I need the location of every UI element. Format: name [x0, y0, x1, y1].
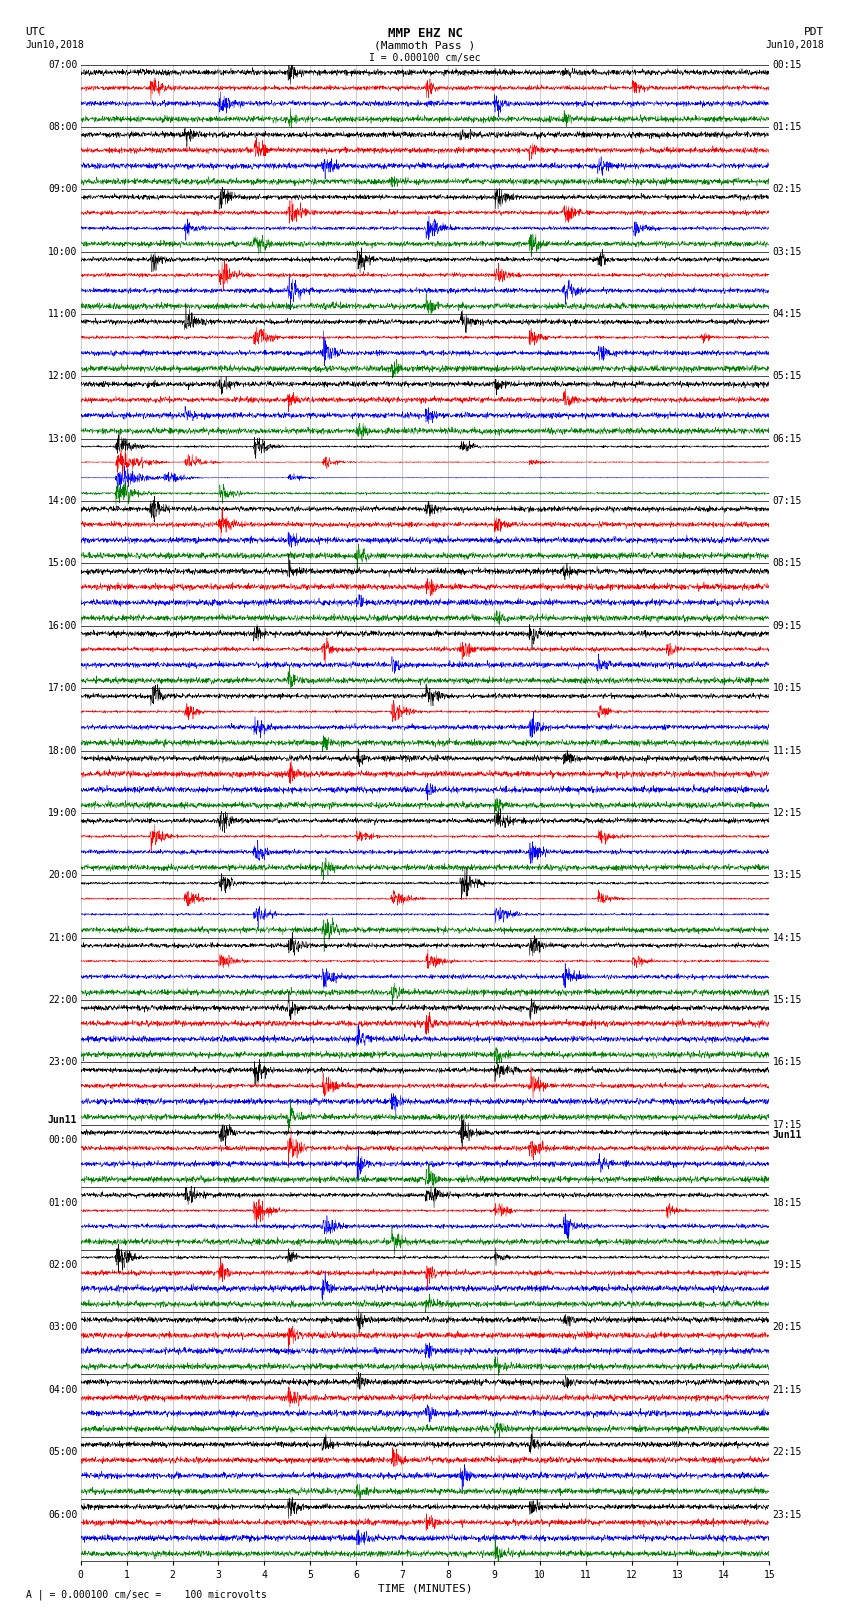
- Text: 22:00: 22:00: [48, 995, 77, 1005]
- Text: 13:15: 13:15: [773, 871, 802, 881]
- Text: I = 0.000100 cm/sec: I = 0.000100 cm/sec: [369, 53, 481, 63]
- Text: 08:15: 08:15: [773, 558, 802, 568]
- Text: Jun10,2018: Jun10,2018: [26, 40, 84, 50]
- Text: 01:00: 01:00: [48, 1198, 77, 1208]
- Text: PDT: PDT: [804, 27, 824, 37]
- Text: 04:00: 04:00: [48, 1386, 77, 1395]
- Text: 06:00: 06:00: [48, 1510, 77, 1519]
- Text: 04:15: 04:15: [773, 310, 802, 319]
- Text: 10:15: 10:15: [773, 684, 802, 694]
- Text: 14:15: 14:15: [773, 932, 802, 942]
- Text: 17:00: 17:00: [48, 684, 77, 694]
- Text: 03:00: 03:00: [48, 1323, 77, 1332]
- Text: MMP EHZ NC: MMP EHZ NC: [388, 27, 462, 40]
- Text: 11:15: 11:15: [773, 745, 802, 755]
- Text: 16:00: 16:00: [48, 621, 77, 631]
- Text: 15:00: 15:00: [48, 558, 77, 568]
- Text: 19:00: 19:00: [48, 808, 77, 818]
- Text: 20:15: 20:15: [773, 1323, 802, 1332]
- Text: 10:00: 10:00: [48, 247, 77, 256]
- Text: A | = 0.000100 cm/sec =    100 microvolts: A | = 0.000100 cm/sec = 100 microvolts: [26, 1589, 266, 1600]
- Text: 00:00: 00:00: [48, 1136, 77, 1145]
- X-axis label: TIME (MINUTES): TIME (MINUTES): [377, 1584, 473, 1594]
- Text: 21:15: 21:15: [773, 1386, 802, 1395]
- Text: 21:00: 21:00: [48, 932, 77, 942]
- Text: 20:00: 20:00: [48, 871, 77, 881]
- Text: 08:00: 08:00: [48, 123, 77, 132]
- Text: 12:15: 12:15: [773, 808, 802, 818]
- Text: 11:00: 11:00: [48, 310, 77, 319]
- Text: Jun11: Jun11: [48, 1115, 77, 1124]
- Text: 01:15: 01:15: [773, 123, 802, 132]
- Text: 06:15: 06:15: [773, 434, 802, 444]
- Text: 05:00: 05:00: [48, 1447, 77, 1457]
- Text: 18:00: 18:00: [48, 745, 77, 755]
- Text: 02:15: 02:15: [773, 184, 802, 194]
- Text: 07:15: 07:15: [773, 497, 802, 506]
- Text: 13:00: 13:00: [48, 434, 77, 444]
- Text: 09:15: 09:15: [773, 621, 802, 631]
- Text: 23:15: 23:15: [773, 1510, 802, 1519]
- Text: 16:15: 16:15: [773, 1058, 802, 1068]
- Text: 15:15: 15:15: [773, 995, 802, 1005]
- Text: 00:15: 00:15: [773, 60, 802, 69]
- Text: Jun10,2018: Jun10,2018: [766, 40, 824, 50]
- Text: 05:15: 05:15: [773, 371, 802, 381]
- Text: 17:15: 17:15: [773, 1119, 802, 1129]
- Text: 22:15: 22:15: [773, 1447, 802, 1457]
- Text: Jun11: Jun11: [773, 1131, 802, 1140]
- Text: (Mammoth Pass ): (Mammoth Pass ): [374, 40, 476, 50]
- Text: 18:15: 18:15: [773, 1198, 802, 1208]
- Text: 02:00: 02:00: [48, 1260, 77, 1269]
- Text: 03:15: 03:15: [773, 247, 802, 256]
- Text: UTC: UTC: [26, 27, 46, 37]
- Text: 07:00: 07:00: [48, 60, 77, 69]
- Text: 09:00: 09:00: [48, 184, 77, 194]
- Text: 23:00: 23:00: [48, 1058, 77, 1068]
- Text: 19:15: 19:15: [773, 1260, 802, 1269]
- Text: 14:00: 14:00: [48, 497, 77, 506]
- Text: 12:00: 12:00: [48, 371, 77, 381]
